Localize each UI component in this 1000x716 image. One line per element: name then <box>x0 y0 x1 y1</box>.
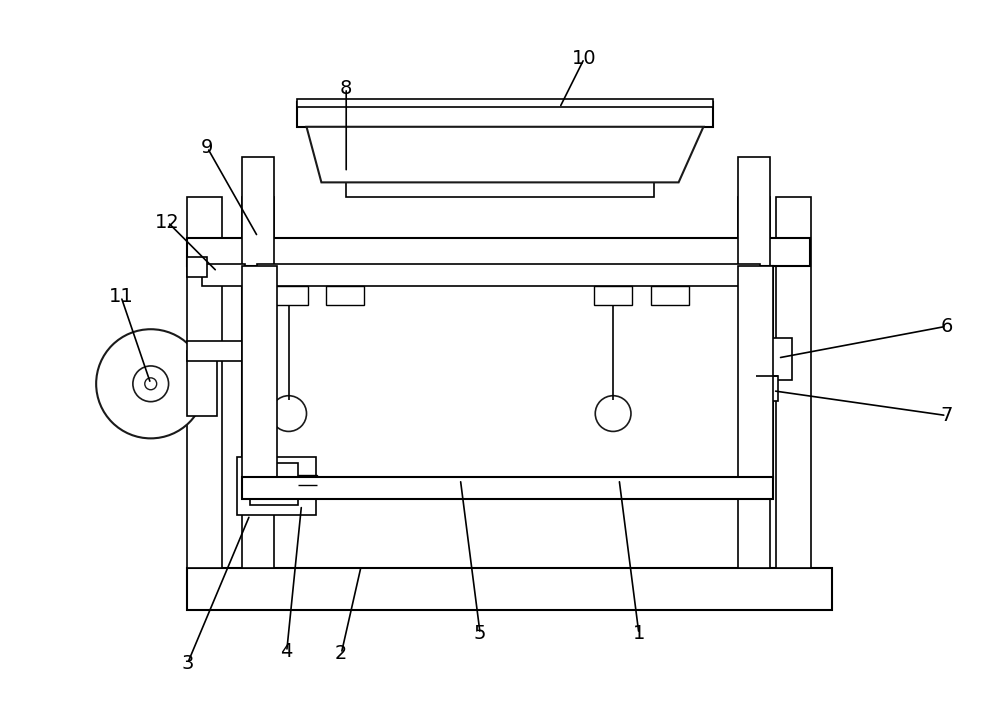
Text: 12: 12 <box>155 213 180 231</box>
Text: 1: 1 <box>633 624 645 644</box>
Bar <box>187 257 207 276</box>
Bar <box>297 102 713 127</box>
Bar <box>242 157 274 266</box>
Text: 4: 4 <box>280 642 293 661</box>
Bar <box>187 351 217 415</box>
Circle shape <box>145 378 157 390</box>
Bar <box>321 157 679 176</box>
Bar <box>250 463 298 505</box>
Bar <box>270 286 308 306</box>
Bar <box>756 376 778 401</box>
Bar <box>346 176 654 197</box>
Bar <box>187 238 810 266</box>
Bar <box>776 197 811 569</box>
Text: 10: 10 <box>572 49 597 68</box>
Bar <box>242 197 274 569</box>
Bar <box>738 197 770 569</box>
Text: 3: 3 <box>181 654 194 673</box>
Bar <box>187 569 832 610</box>
Text: 7: 7 <box>940 406 953 425</box>
Bar <box>242 477 773 499</box>
Text: 5: 5 <box>474 624 486 644</box>
Text: 2: 2 <box>335 644 347 663</box>
Bar <box>326 286 364 306</box>
Bar <box>187 197 222 569</box>
Bar <box>187 341 242 361</box>
Circle shape <box>595 396 631 432</box>
Bar <box>257 263 760 286</box>
Bar <box>594 286 632 306</box>
Bar <box>738 157 770 266</box>
Bar <box>770 338 792 379</box>
Bar <box>298 475 317 495</box>
Text: 11: 11 <box>109 287 133 306</box>
Circle shape <box>96 329 205 438</box>
Text: 9: 9 <box>201 138 213 157</box>
Circle shape <box>133 366 169 402</box>
Bar <box>738 266 773 479</box>
Circle shape <box>271 396 307 432</box>
Bar <box>202 263 245 286</box>
Text: 8: 8 <box>340 79 352 97</box>
Text: 6: 6 <box>940 316 953 336</box>
Bar <box>237 458 316 515</box>
Bar <box>651 286 689 306</box>
Bar <box>297 99 713 107</box>
Bar <box>242 266 773 479</box>
Polygon shape <box>307 127 703 183</box>
Bar <box>242 266 277 479</box>
